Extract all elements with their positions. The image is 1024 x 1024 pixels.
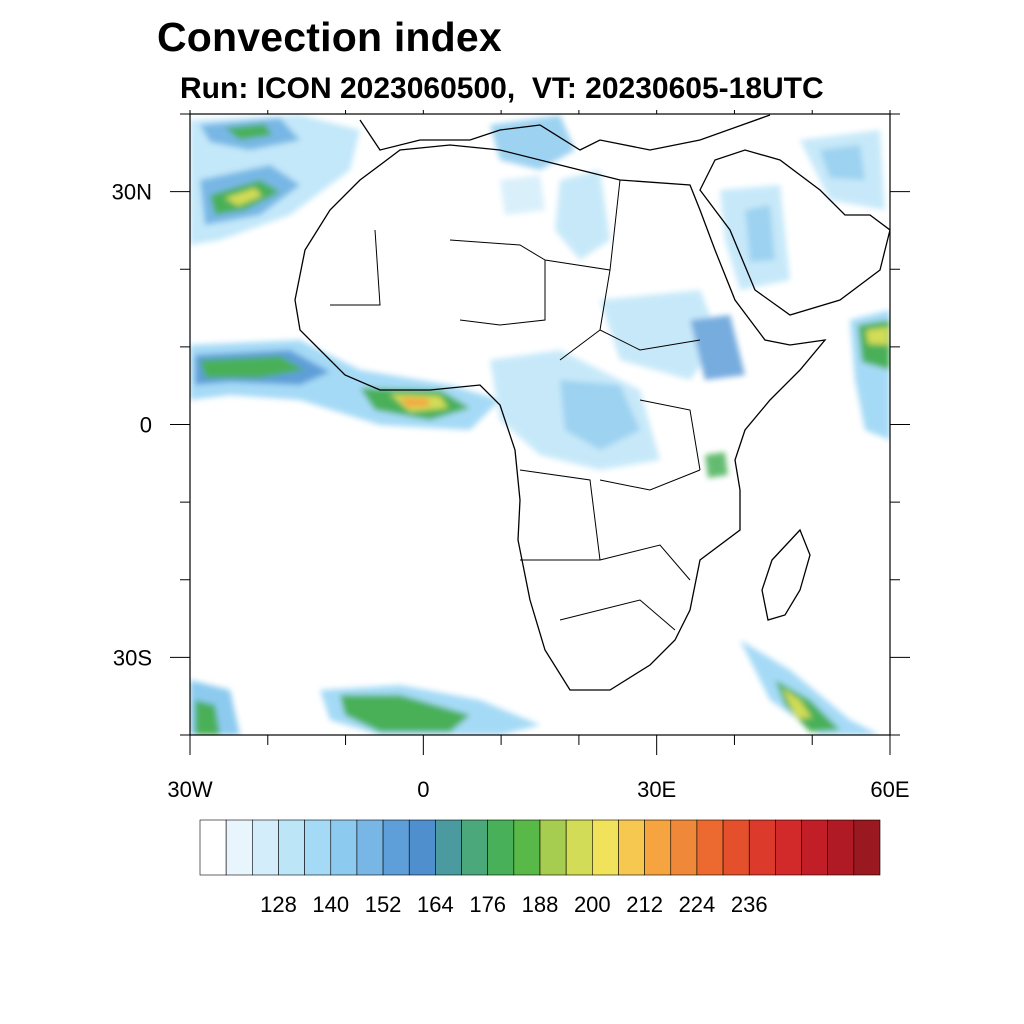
madagascar-coastline — [761, 528, 811, 621]
colorbar-swatch — [696, 819, 724, 876]
colorbar-swatch — [408, 819, 436, 876]
colorbar-swatch — [513, 819, 541, 876]
colorbar-tick-label: 200 — [574, 892, 611, 917]
latitude-label: 30N — [112, 180, 152, 205]
colorbar-tick-label: 212 — [626, 892, 663, 917]
colorbar-swatch — [435, 819, 462, 876]
field-indian-ocean — [850, 310, 890, 440]
field-central-africa — [490, 290, 745, 478]
coastlines — [294, 114, 890, 691]
longitude-label: 60E — [870, 777, 909, 802]
longitude-labels: 30W 0 30E 60E — [167, 777, 909, 802]
colorbar-swatch — [827, 819, 855, 876]
colorbar-tick-label: 176 — [469, 892, 506, 917]
colorbar-swatch — [382, 819, 410, 876]
colorbar-swatch — [670, 819, 698, 876]
field-arabia — [720, 130, 885, 290]
field-north-africa — [490, 115, 610, 260]
longitude-label: 30W — [167, 777, 212, 802]
colorbar-swatch — [565, 819, 593, 876]
colorbar-swatch — [199, 819, 227, 876]
colorbar-tick-label: 152 — [365, 892, 402, 917]
colorbar-tick-label: 224 — [679, 892, 716, 917]
colorbar-swatch — [356, 819, 384, 876]
colorbar-swatch — [801, 819, 828, 876]
latitude-label: 0 — [140, 413, 152, 438]
arabia-coastline — [699, 149, 890, 316]
map-title: Convection index — [157, 14, 502, 60]
longitude-label: 0 — [417, 777, 429, 802]
field-north-atlantic — [190, 115, 360, 245]
colorbar-tick-label: 164 — [417, 892, 454, 917]
longitude-label: 30E — [637, 777, 676, 802]
colorbar-tick-label: 140 — [312, 892, 349, 917]
colorbar-swatch — [330, 819, 358, 876]
convection-field — [190, 115, 890, 735]
colorbar — [199, 819, 881, 876]
colorbar-swatch — [539, 819, 567, 876]
colorbar-tick-label: 128 — [260, 892, 297, 917]
latitude-labels: 30N 0 30S — [112, 180, 152, 671]
colorbar-tick-label: 188 — [522, 892, 559, 917]
colorbar-swatch — [487, 819, 515, 876]
colorbar-tick-labels: 128 140 152 164 176 188 200 212 224 236 — [260, 892, 767, 917]
field-south-atlantic — [190, 680, 540, 735]
colorbar-swatch — [225, 819, 253, 876]
colorbar-swatch — [644, 819, 672, 876]
colorbar-swatch — [252, 819, 279, 876]
colorbar-swatch — [722, 819, 750, 876]
country-borders — [330, 179, 701, 631]
field-southern-indian — [740, 640, 880, 735]
colorbar-swatch — [618, 819, 645, 876]
map-subtitle: Run: ICON 2023060500, VT: 20230605-18UTC — [180, 72, 824, 105]
colorbar-swatch — [304, 819, 332, 876]
colorbar-swatch — [592, 819, 619, 876]
colorbar-tick-label: 236 — [731, 892, 768, 917]
colorbar-swatch — [853, 819, 881, 876]
colorbar-swatch — [775, 819, 802, 876]
colorbar-swatch — [461, 819, 488, 876]
axis-ticks — [170, 110, 910, 755]
field-gulf-of-guinea — [190, 340, 500, 430]
africa-coastline — [294, 144, 827, 691]
colorbar-swatch — [748, 819, 776, 876]
latitude-label: 30S — [113, 645, 152, 670]
colorbar-swatch — [278, 819, 305, 876]
europe-coastline — [359, 114, 771, 151]
